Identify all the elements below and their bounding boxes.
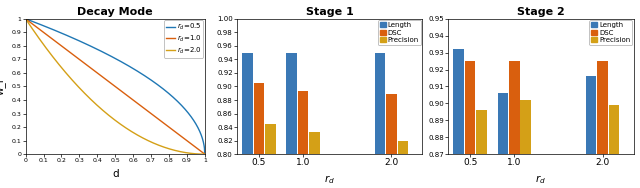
Bar — [309, 132, 320, 188]
Bar — [298, 91, 308, 188]
Y-axis label: w_i: w_i — [0, 78, 6, 95]
Bar — [476, 110, 487, 188]
Bar — [397, 141, 408, 188]
Bar — [497, 93, 508, 188]
Title: Stage 1: Stage 1 — [306, 7, 353, 17]
Bar — [265, 124, 276, 188]
Bar — [453, 49, 464, 188]
Bar — [253, 83, 264, 188]
Bar — [374, 53, 385, 188]
Legend: Length, DSC, Precision: Length, DSC, Precision — [378, 20, 421, 45]
Legend: $r_d$=0.5, $r_d$=1.0, $r_d$=2.0: $r_d$=0.5, $r_d$=1.0, $r_d$=2.0 — [164, 20, 204, 58]
Legend: Length, DSC, Precision: Length, DSC, Precision — [589, 20, 632, 45]
Title: Decay Mode: Decay Mode — [77, 7, 153, 17]
Bar — [609, 105, 620, 188]
Bar — [386, 94, 397, 188]
Bar — [465, 61, 476, 188]
Title: Stage 2: Stage 2 — [517, 7, 564, 17]
X-axis label: $r_d$: $r_d$ — [535, 173, 547, 186]
Bar — [586, 76, 596, 188]
Bar — [509, 61, 520, 188]
Bar — [597, 61, 608, 188]
Bar — [520, 100, 531, 188]
Bar — [286, 53, 297, 188]
X-axis label: $r_d$: $r_d$ — [324, 173, 335, 186]
Bar — [242, 53, 253, 188]
X-axis label: d: d — [112, 169, 118, 179]
